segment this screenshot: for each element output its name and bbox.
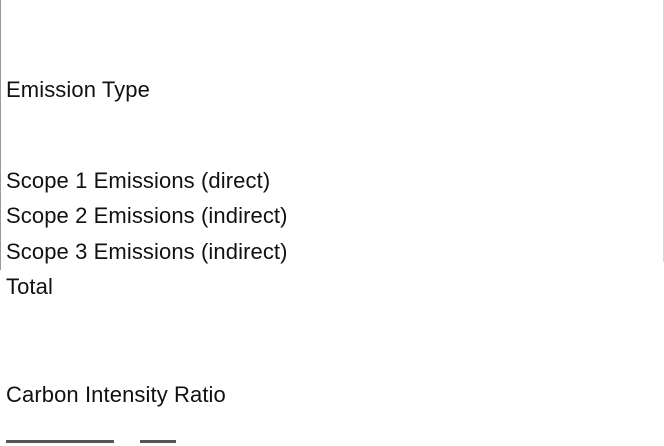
- cropped-text-fragment: [140, 440, 176, 443]
- row-label-scope-2: Scope 2 Emissions (indirect): [6, 203, 288, 228]
- column-header-emission-type: Emission Type: [6, 77, 150, 102]
- cropped-text-fragment: [6, 440, 114, 443]
- row-label-total: Total: [6, 274, 53, 299]
- row-label-scope-1: Scope 1 Emissions (direct): [6, 168, 271, 193]
- table-left-border: [0, 0, 1, 270]
- row-label-scope-3: Scope 3 Emissions (indirect): [6, 239, 288, 264]
- row-label-carbon-intensity-ratio: Carbon Intensity Ratio: [6, 382, 226, 407]
